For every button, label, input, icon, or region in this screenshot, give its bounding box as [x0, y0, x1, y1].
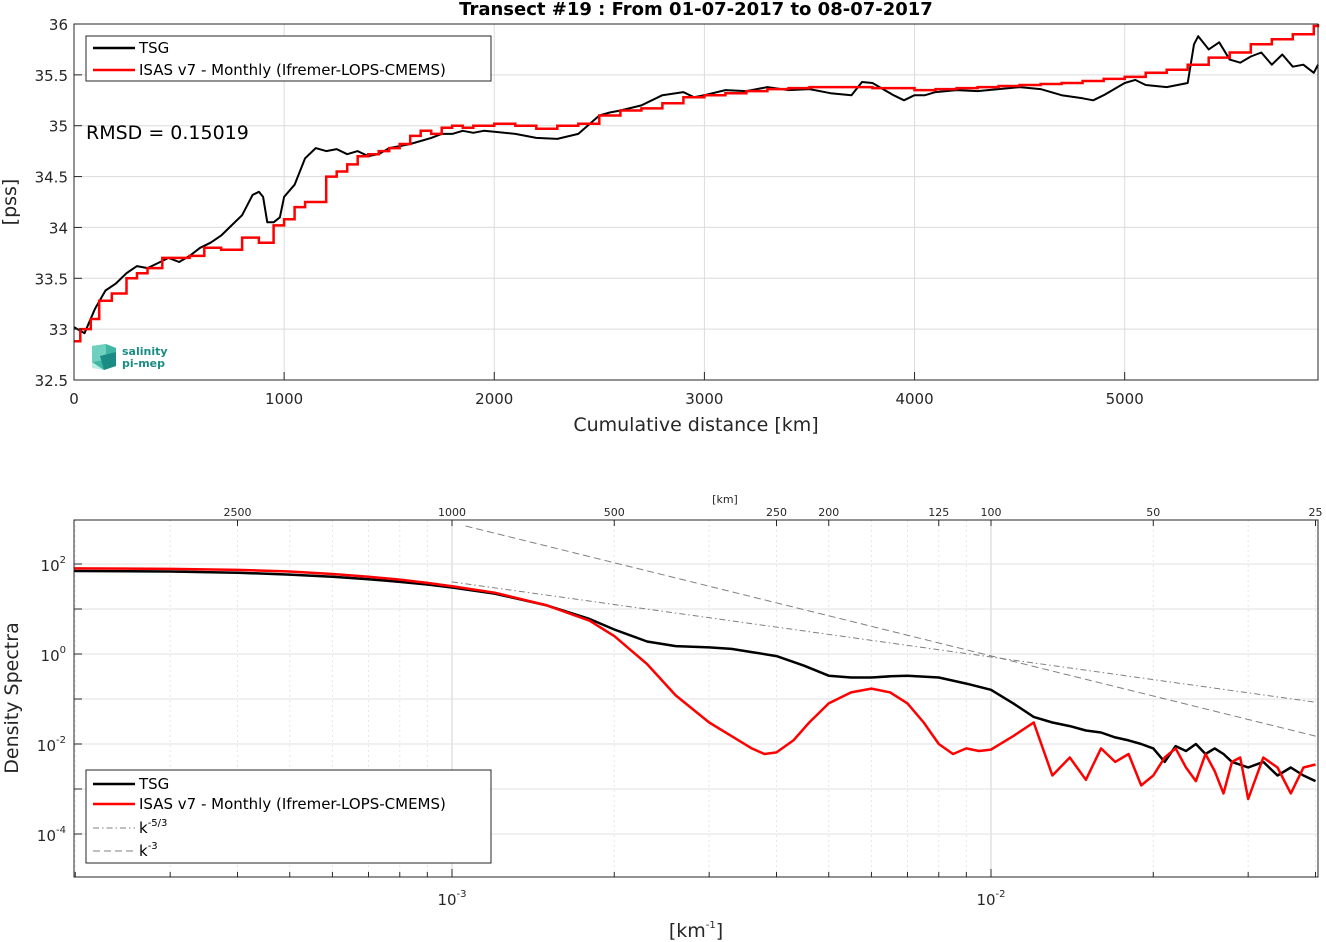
top-series-isas-line [74, 24, 1320, 343]
bottom-y-tick-1e-2: 10-2 [37, 735, 66, 755]
top-km-tick-label: 25 [1309, 506, 1323, 519]
top-legend-tsg-label: TSG [138, 39, 169, 57]
top-x-axis-label: Cumulative distance [km] [573, 414, 818, 436]
salinity-pimep-logo: salinity pi-mep [92, 344, 168, 370]
top-y-axis-label: [pss] [0, 179, 21, 226]
top-y-tick-label: 34 [49, 219, 68, 237]
bottom-legend-tsg-label: TSG [138, 775, 169, 793]
bottom-series-k3-line [465, 525, 1316, 737]
top-km-tick-label: 500 [604, 506, 625, 519]
bottom-x-axis-label: [km-1] [669, 920, 723, 942]
top-km-tick-label: 1000 [438, 506, 466, 519]
top-y-tick-label: 35 [49, 118, 68, 136]
rmsd-annotation: RMSD = 0.15019 [86, 122, 249, 144]
bottom-series [73, 525, 1317, 801]
bottom-y-tick-labels: 102 100 10-2 10-4 [37, 555, 66, 845]
top-y-tick-label: 34.5 [35, 169, 68, 187]
logo-text-pimep: pi-mep [122, 357, 165, 370]
top-x-tick-label: 2000 [475, 390, 513, 408]
top-plot-area [74, 24, 1318, 380]
bottom-legend-isas-label: ISAS v7 - Monthly (Ifremer-LOPS-CMEMS) [139, 795, 446, 813]
top-y-tick-label: 36 [49, 16, 68, 34]
top-plot-frame [73, 23, 1319, 381]
bottom-series-k53-line [451, 581, 1316, 703]
bottom-x-tick-1e-3: 10-3 [437, 889, 466, 909]
chart-title: Transect #19 : From 01-07-2017 to 08-07-… [459, 0, 933, 20]
top-y-ticks: 32.5 33 33.5 34 34.5 35 35.5 36 [35, 16, 82, 390]
top-y-tick-label: 35.5 [35, 67, 68, 85]
bottom-y-tick-1e2: 102 [41, 555, 66, 575]
top-km-tick-label: 250 [766, 506, 787, 519]
top-y-tick-label: 33 [49, 321, 68, 339]
top-x-tick-label: 0 [69, 390, 79, 408]
top-legend-isas-label: ISAS v7 - Monthly (Ifremer-LOPS-CMEMS) [139, 61, 446, 79]
top-y-tick-label: 32.5 [35, 372, 68, 390]
bottom-series-isas-line [73, 567, 1316, 801]
bottom-top-axis-label: [km] [712, 493, 738, 506]
bottom-legend-box [85, 769, 492, 864]
top-km-tick-label: 2500 [224, 506, 252, 519]
top-km-tick-label: 125 [928, 506, 949, 519]
top-x-tick-label: 3000 [685, 390, 723, 408]
top-km-tick-label: 200 [818, 506, 839, 519]
logo-icon [92, 344, 116, 370]
top-panel: 0 1000 2000 3000 4000 5000 32.5 33 33.5 34 34.5 35… [0, 16, 1320, 436]
bottom-plot-frame [73, 519, 1319, 878]
top-x-tick-label: 1000 [265, 390, 303, 408]
top-x-tick-label: 4000 [895, 390, 933, 408]
bottom-legend: TSG ISAS v7 - Monthly (Ifremer-LOPS-CMEM… [85, 769, 492, 864]
bottom-y-axis-label: Density Spectra [1, 622, 23, 773]
bottom-top-axis-ticks: 2500 1000 500 250 200 125 100 50 25 [224, 506, 1323, 526]
top-y-tick-label: 33.5 [35, 270, 68, 288]
top-legend: TSG ISAS v7 - Monthly (Ifremer-LOPS-CMEM… [85, 35, 492, 82]
top-legend-box [85, 35, 492, 82]
top-km-tick-label: 100 [981, 506, 1002, 519]
top-km-tick-label: 50 [1146, 506, 1160, 519]
bottom-x-tick-labels: 10-3 10-2 [437, 889, 1005, 909]
top-x-tick-label: 5000 [1106, 390, 1144, 408]
top-x-ticks: 0 1000 2000 3000 4000 5000 [69, 372, 1144, 408]
bottom-legend-k53-label: k-5/3 [139, 818, 167, 837]
bottom-x-tick-1e-2: 10-2 [976, 889, 1005, 909]
logo-text-salinity: salinity [122, 345, 168, 358]
bottom-y-tick-1e-4: 10-4 [37, 825, 66, 845]
bottom-legend-k3-label: k-3 [139, 841, 158, 860]
top-series-tsg-line [73, 35, 1319, 335]
top-series [73, 24, 1320, 343]
bottom-panel: 2500 1000 500 250 200 125 100 50 25 [km] 10-3 10… [1, 493, 1323, 942]
bottom-y-tick-1e0: 100 [41, 645, 66, 665]
